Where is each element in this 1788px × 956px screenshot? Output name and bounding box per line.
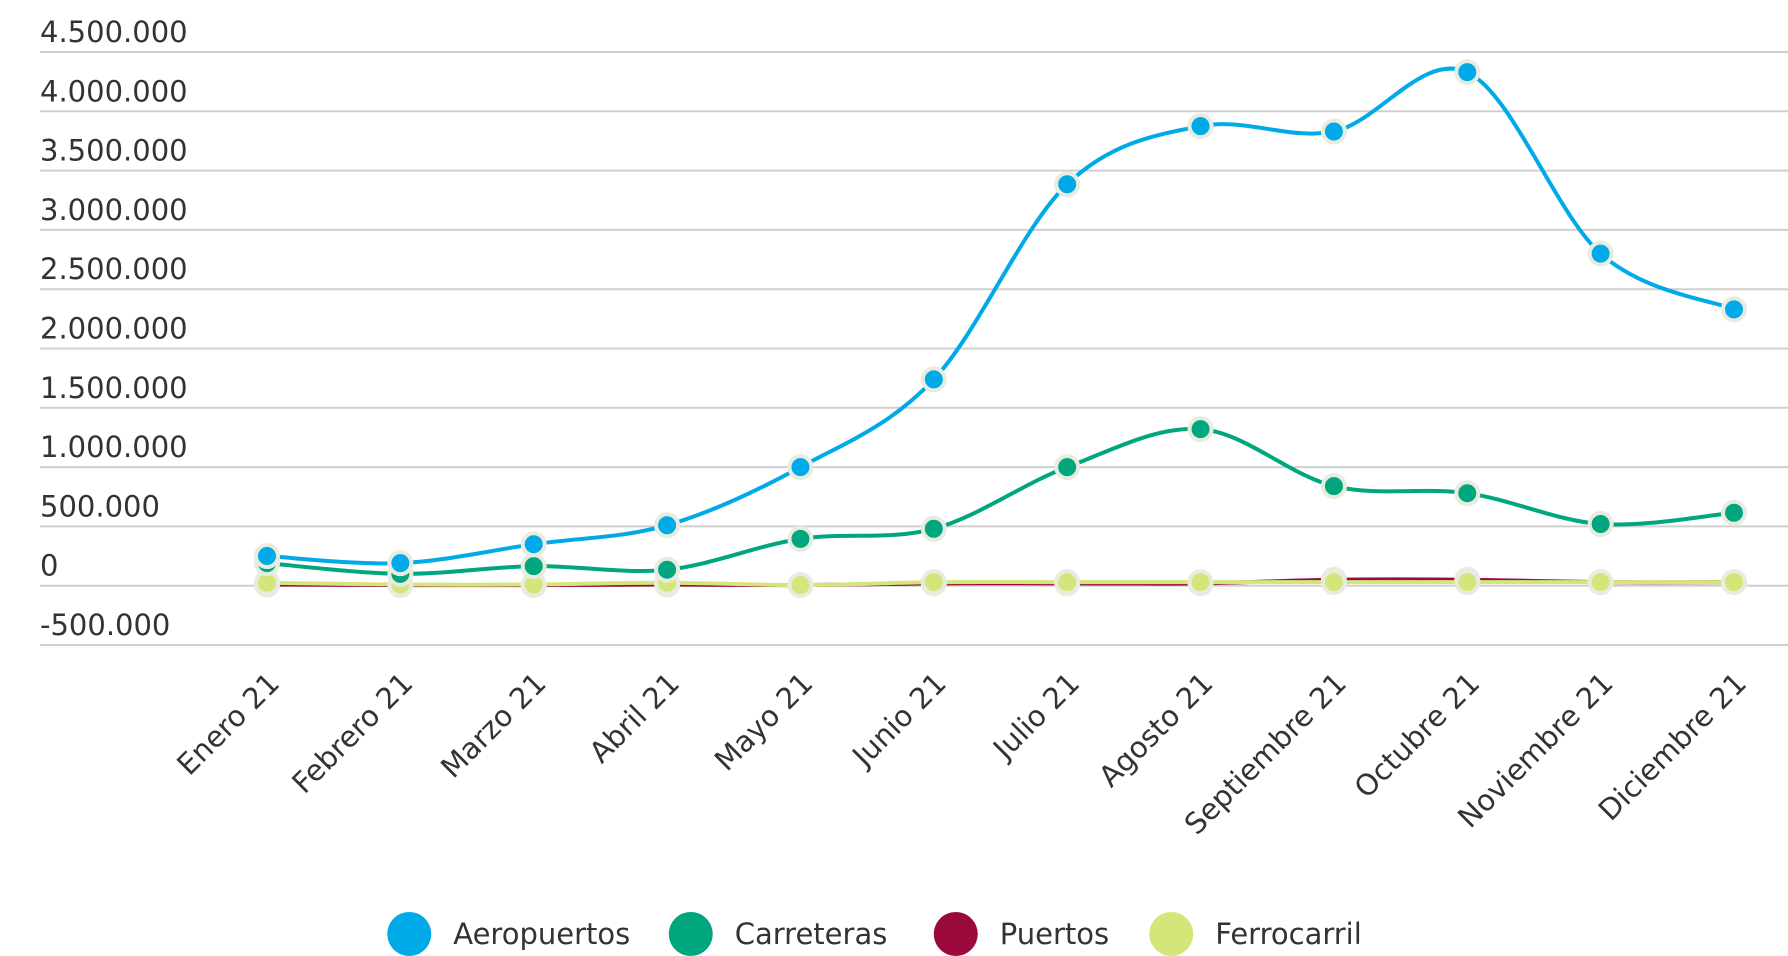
y-tick-label: 4.500.000 bbox=[40, 15, 188, 49]
y-tick-label: -500.000 bbox=[40, 608, 170, 642]
data-point bbox=[1054, 171, 1081, 198]
x-tick-label: Julio 21 bbox=[985, 666, 1086, 767]
y-tick-label: 3.000.000 bbox=[40, 193, 188, 227]
data-point bbox=[1721, 296, 1747, 323]
legend-swatch bbox=[1149, 912, 1194, 956]
y-tick-label: 2.500.000 bbox=[40, 252, 188, 286]
data-point bbox=[1320, 473, 1347, 500]
series-line bbox=[266, 66, 1735, 566]
x-tick-label: Mayo 21 bbox=[708, 666, 820, 778]
data-point bbox=[1454, 569, 1481, 596]
x-tick-label: Enero 21 bbox=[170, 666, 286, 782]
data-point bbox=[654, 512, 681, 539]
legend-label: Aeropuertos bbox=[453, 917, 630, 951]
x-tick-label: Abril 21 bbox=[583, 666, 687, 770]
data-point bbox=[920, 515, 947, 542]
legend-label: Carreteras bbox=[735, 917, 888, 951]
x-tick-label: Junio 21 bbox=[844, 666, 952, 774]
data-point bbox=[1587, 511, 1614, 538]
legend-swatch bbox=[668, 912, 713, 956]
data-point bbox=[787, 454, 814, 481]
data-point bbox=[1187, 113, 1214, 140]
data-point bbox=[920, 366, 947, 393]
y-tick-label: 500.000 bbox=[40, 489, 160, 523]
x-tick-label: Agosto 21 bbox=[1092, 666, 1220, 794]
y-tick-label: 3.500.000 bbox=[40, 134, 188, 168]
data-point bbox=[1187, 416, 1214, 443]
y-tick-label: 1.000.000 bbox=[40, 430, 188, 464]
y-tick-label: 0 bbox=[40, 549, 58, 583]
x-tick-label: Marzo 21 bbox=[434, 666, 553, 785]
data-point bbox=[1587, 569, 1614, 596]
data-point bbox=[1187, 569, 1214, 596]
data-point bbox=[920, 569, 947, 596]
y-tick-label: 4.000.000 bbox=[40, 74, 188, 108]
data-point bbox=[520, 531, 547, 558]
data-point bbox=[1454, 59, 1481, 86]
data-point bbox=[1454, 480, 1481, 507]
data-point bbox=[1587, 240, 1614, 267]
data-point bbox=[1054, 569, 1081, 596]
data-point bbox=[1320, 118, 1347, 145]
series-line bbox=[266, 579, 1734, 588]
data-point bbox=[654, 556, 681, 583]
data-point bbox=[1721, 569, 1747, 596]
legend-swatch bbox=[387, 912, 432, 956]
y-tick-label: 2.000.000 bbox=[40, 312, 188, 346]
data-point bbox=[1054, 454, 1081, 481]
data-point bbox=[387, 550, 414, 577]
legend-label: Ferrocarril bbox=[1215, 917, 1362, 951]
x-tick-label: Octubre 21 bbox=[1347, 666, 1486, 805]
data-point bbox=[787, 525, 814, 552]
y-tick-label: 1.500.000 bbox=[40, 371, 188, 405]
legend-label: Puertos bbox=[1000, 917, 1109, 951]
data-point bbox=[520, 553, 547, 580]
legend: Aeropuertos Carreteras Puertos Ferrocarril bbox=[387, 912, 1362, 956]
data-point bbox=[254, 543, 280, 570]
data-point bbox=[1320, 569, 1347, 596]
x-tick-label: Febrero 21 bbox=[285, 666, 419, 800]
data-point bbox=[1721, 499, 1747, 526]
legend-swatch bbox=[933, 912, 978, 956]
data-point bbox=[787, 572, 814, 599]
